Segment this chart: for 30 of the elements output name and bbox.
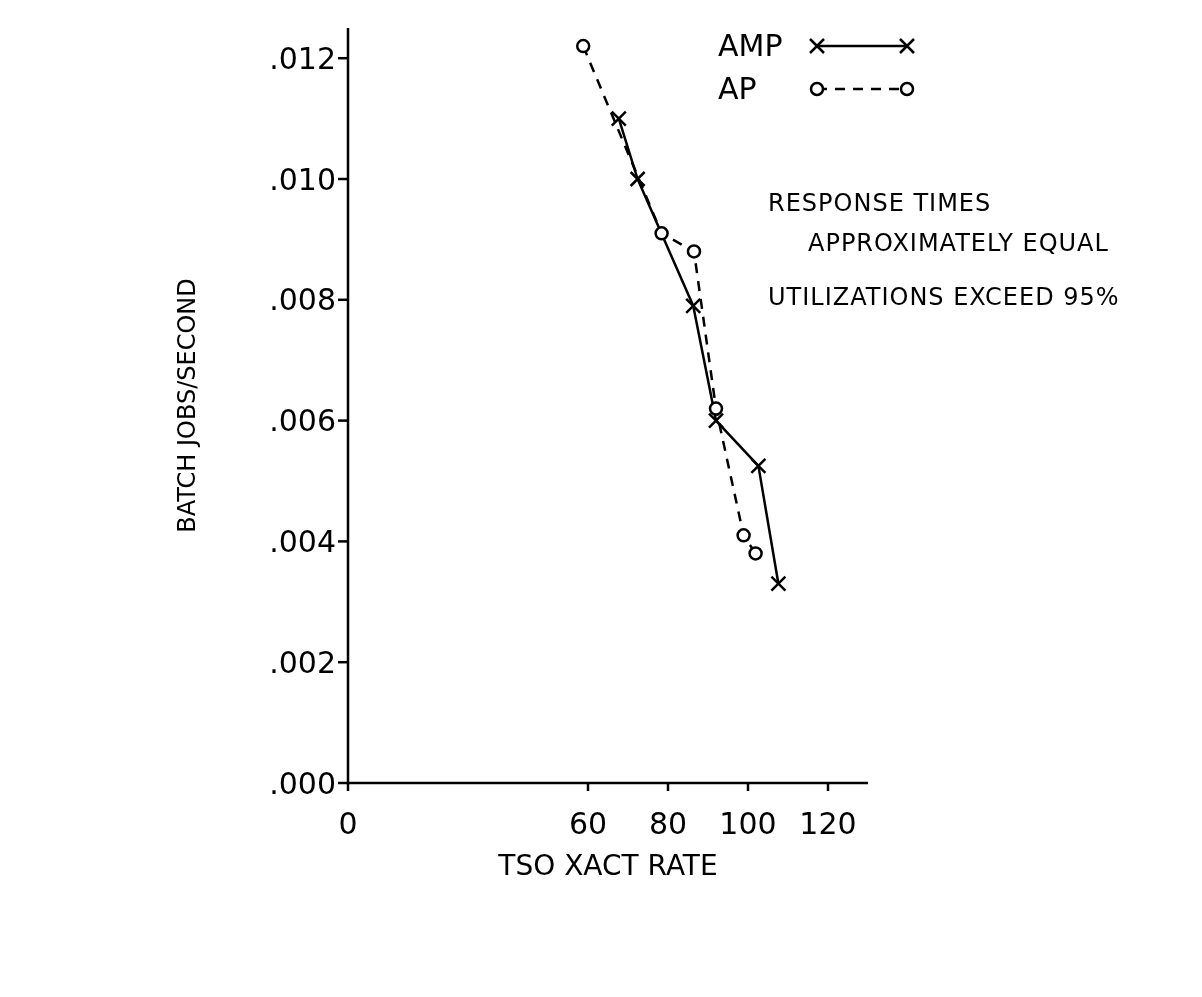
legend-label: AMP: [718, 28, 783, 63]
y-tick-label: .000: [269, 765, 336, 801]
y-tick-label: .010: [269, 161, 336, 197]
x-tick-label: 60: [568, 806, 608, 842]
point: [770, 575, 787, 592]
point: [684, 297, 702, 315]
point: [610, 110, 628, 127]
point: [748, 546, 763, 561]
y-tick-label: .004: [269, 524, 336, 560]
y-axis-title: BATCH JOBS/SECOND: [172, 278, 201, 533]
x-tick-label: 80: [648, 806, 688, 842]
x-tick-label: 100: [719, 806, 777, 842]
y-tick-label: .006: [269, 403, 336, 439]
annotation: RESPONSE TIMES APPROXIMATELY EQUAL: [768, 188, 1110, 259]
y-tick-label: .012: [269, 40, 336, 76]
point: [629, 170, 646, 188]
y-tick-label: .002: [269, 644, 336, 680]
point: [736, 528, 751, 543]
point: [686, 244, 702, 259]
point: [750, 457, 767, 475]
x-tick-label: 120: [799, 806, 857, 842]
point: [707, 412, 725, 429]
x-tick-label: 0: [338, 806, 358, 842]
annotation: UTILIZATIONS EXCEED 95%: [768, 282, 1121, 313]
legend-label: AP: [718, 71, 758, 106]
y-tick-label: .008: [269, 282, 336, 318]
x-axis-title: TSO XACT RATE: [497, 849, 718, 882]
point: [575, 38, 591, 54]
point: [708, 401, 724, 416]
point: [654, 226, 669, 241]
